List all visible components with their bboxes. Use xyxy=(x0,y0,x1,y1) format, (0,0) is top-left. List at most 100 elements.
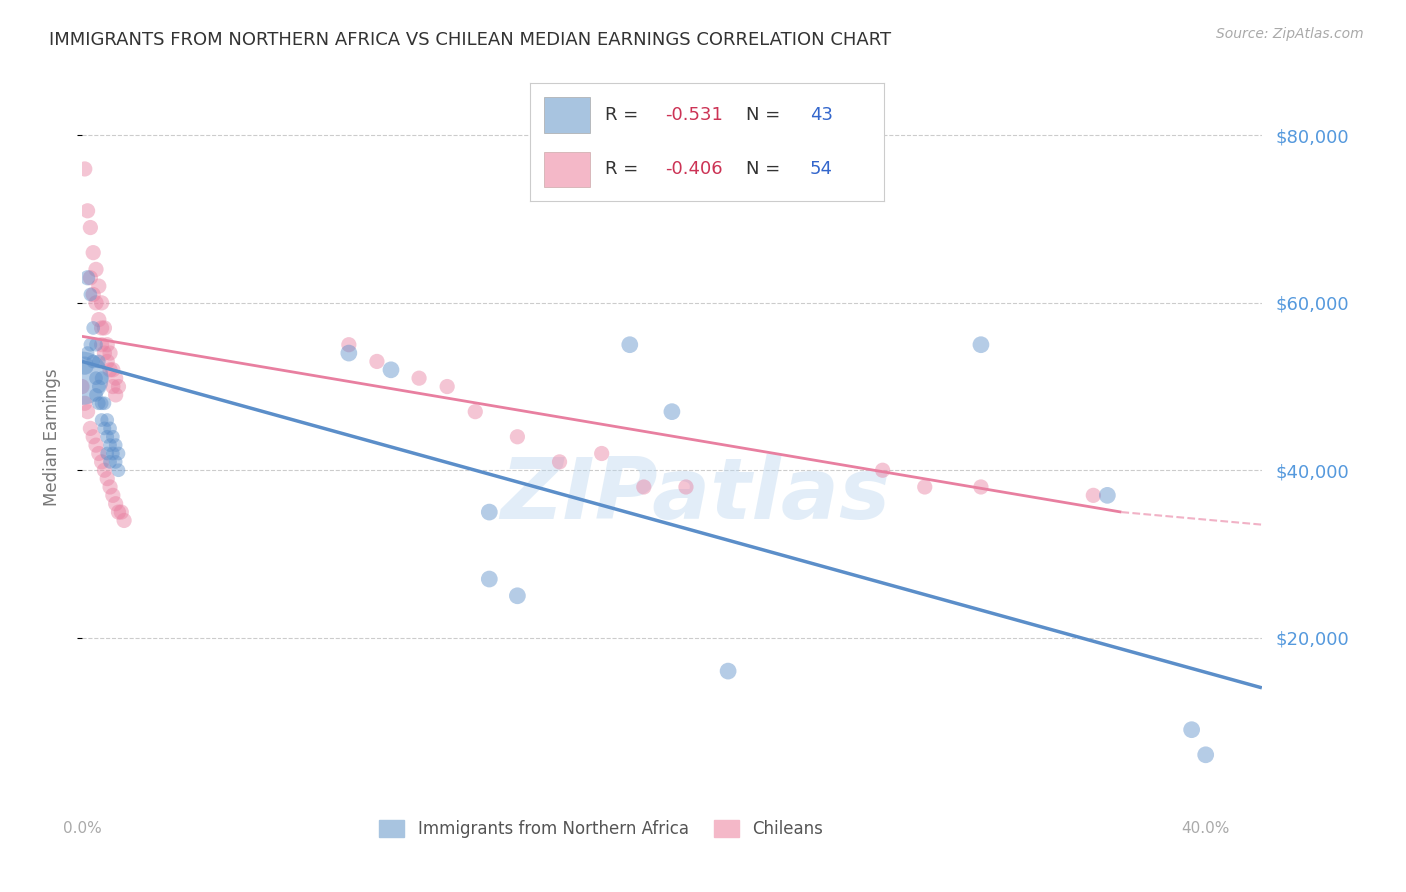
Point xyxy=(93,421,115,435)
Point xyxy=(87,312,110,326)
Point xyxy=(96,472,118,486)
Point xyxy=(110,505,132,519)
Point xyxy=(101,379,124,393)
Point xyxy=(104,371,127,385)
Point xyxy=(591,446,613,460)
Point xyxy=(548,455,571,469)
Point xyxy=(96,337,118,351)
Point xyxy=(1097,488,1119,502)
Point xyxy=(98,438,121,452)
Point xyxy=(1083,488,1105,502)
Point xyxy=(82,321,104,335)
Point xyxy=(478,505,501,519)
Point xyxy=(675,480,697,494)
Point xyxy=(98,421,121,435)
Point xyxy=(107,505,129,519)
Point xyxy=(70,379,93,393)
Point xyxy=(366,354,388,368)
Point xyxy=(76,404,98,418)
Point xyxy=(96,413,118,427)
Point xyxy=(970,480,993,494)
Point xyxy=(98,455,121,469)
Point xyxy=(73,359,96,373)
Point xyxy=(464,404,486,418)
Point xyxy=(76,203,98,218)
Point xyxy=(90,396,112,410)
Point xyxy=(96,446,118,460)
Point xyxy=(76,346,98,360)
Point xyxy=(84,371,107,385)
Point xyxy=(96,354,118,368)
Point xyxy=(98,363,121,377)
Point xyxy=(87,446,110,460)
Point xyxy=(478,572,501,586)
Point xyxy=(107,463,129,477)
Point xyxy=(633,480,655,494)
Point xyxy=(661,404,683,418)
Point xyxy=(82,287,104,301)
Point xyxy=(90,296,112,310)
Point xyxy=(112,513,135,527)
Point xyxy=(90,413,112,427)
Point xyxy=(107,379,129,393)
Point xyxy=(93,463,115,477)
Point xyxy=(93,396,115,410)
Point xyxy=(90,337,112,351)
Point xyxy=(107,446,129,460)
Point xyxy=(90,371,112,385)
Point xyxy=(101,430,124,444)
Point xyxy=(70,371,93,385)
Point xyxy=(87,396,110,410)
Point xyxy=(82,430,104,444)
Point xyxy=(84,388,107,402)
Point xyxy=(96,430,118,444)
Legend: Immigrants from Northern Africa, Chileans: Immigrants from Northern Africa, Chilean… xyxy=(373,813,830,845)
Point xyxy=(98,346,121,360)
Point xyxy=(1181,723,1204,737)
Point xyxy=(84,296,107,310)
Point xyxy=(79,421,101,435)
Point xyxy=(1195,747,1218,762)
Point xyxy=(73,396,96,410)
Point xyxy=(104,388,127,402)
Point xyxy=(104,497,127,511)
Point xyxy=(872,463,894,477)
Point xyxy=(101,363,124,377)
Point xyxy=(90,455,112,469)
Point xyxy=(73,161,96,176)
Point xyxy=(337,346,360,360)
Point xyxy=(87,379,110,393)
Text: Source: ZipAtlas.com: Source: ZipAtlas.com xyxy=(1216,27,1364,41)
Point xyxy=(101,488,124,502)
Point xyxy=(506,589,529,603)
Point xyxy=(90,321,112,335)
Point xyxy=(76,270,98,285)
Point xyxy=(101,446,124,460)
Point xyxy=(337,337,360,351)
Point xyxy=(84,438,107,452)
Point xyxy=(98,480,121,494)
Point xyxy=(436,379,458,393)
Point xyxy=(717,664,740,678)
Y-axis label: Median Earnings: Median Earnings xyxy=(44,368,60,506)
Text: ZIPatlas: ZIPatlas xyxy=(501,454,890,537)
Point xyxy=(914,480,936,494)
Text: IMMIGRANTS FROM NORTHERN AFRICA VS CHILEAN MEDIAN EARNINGS CORRELATION CHART: IMMIGRANTS FROM NORTHERN AFRICA VS CHILE… xyxy=(49,31,891,49)
Point xyxy=(104,455,127,469)
Point xyxy=(104,438,127,452)
Point xyxy=(970,337,993,351)
Point xyxy=(93,321,115,335)
Point xyxy=(79,287,101,301)
Point xyxy=(380,363,402,377)
Point xyxy=(79,220,101,235)
Point xyxy=(408,371,430,385)
Point xyxy=(84,262,107,277)
Point xyxy=(619,337,641,351)
Point xyxy=(93,346,115,360)
Point xyxy=(87,354,110,368)
Point xyxy=(79,337,101,351)
Point xyxy=(79,270,101,285)
Point xyxy=(82,354,104,368)
Point xyxy=(82,245,104,260)
Point xyxy=(84,337,107,351)
